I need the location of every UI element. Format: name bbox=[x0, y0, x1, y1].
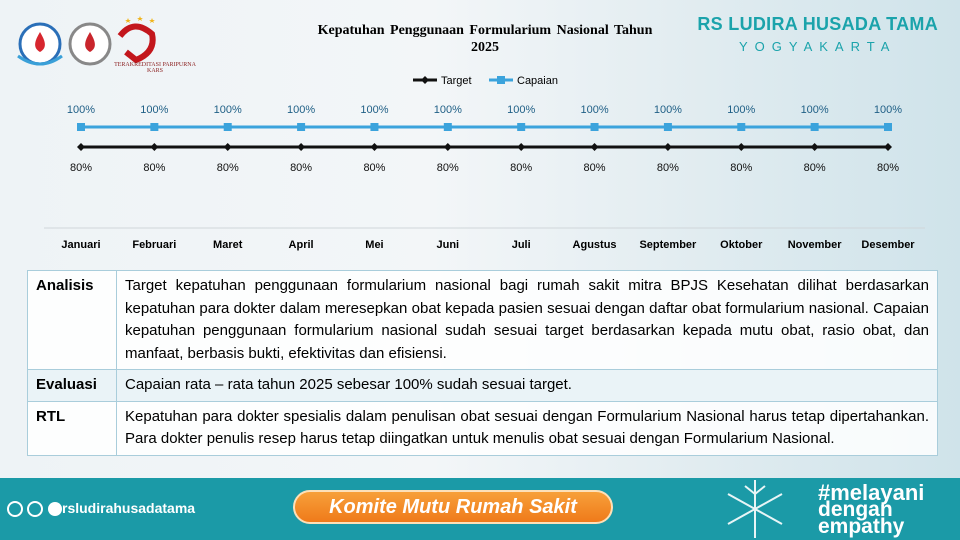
marker bbox=[297, 143, 306, 151]
marker bbox=[884, 143, 892, 151]
value-label: 100% bbox=[874, 104, 902, 116]
chart-title: Kepatuhan Penggunaan Formularium Nasiona… bbox=[317, 23, 653, 55]
marker bbox=[443, 123, 452, 131]
hashtag-line: dengan bbox=[818, 498, 893, 521]
value-label: 100% bbox=[434, 104, 462, 116]
legend-label: Target bbox=[441, 75, 472, 87]
footer-decor bbox=[7, 480, 783, 538]
value-label: 80% bbox=[70, 162, 92, 174]
legend-marker bbox=[421, 76, 429, 84]
marker bbox=[517, 143, 526, 151]
brand-city: YOGYAKARTA bbox=[738, 39, 897, 54]
marker bbox=[77, 123, 85, 131]
marker bbox=[517, 123, 526, 131]
value-label: 100% bbox=[67, 104, 95, 116]
hashtag-line: empathy bbox=[818, 515, 905, 538]
row-label: RTL bbox=[27, 400, 117, 456]
footer: rsludirahusadatama Komite Mutu Rumah Sak… bbox=[0, 478, 960, 540]
x-tick-label: April bbox=[289, 239, 314, 251]
value-label: 100% bbox=[140, 104, 168, 116]
marker bbox=[590, 143, 599, 151]
x-tick-label: Desember bbox=[861, 239, 915, 251]
value-label: 80% bbox=[437, 162, 459, 174]
marker bbox=[223, 143, 232, 151]
legend-label: Capaian bbox=[517, 75, 558, 87]
x-tick-label: Juni bbox=[437, 239, 460, 251]
accreditation-text: Terakreditasi Paripurna bbox=[114, 62, 196, 68]
marker bbox=[663, 123, 672, 131]
marker bbox=[663, 143, 672, 151]
x-tick-label: Agustus bbox=[573, 239, 617, 251]
marker bbox=[810, 123, 819, 131]
x-tick-label: Juli bbox=[512, 239, 531, 251]
row-text: Capaian rata – rata tahun 2025 sebesar 1… bbox=[116, 369, 938, 402]
value-label: 80% bbox=[363, 162, 385, 174]
logos bbox=[17, 16, 156, 66]
marker bbox=[150, 143, 159, 151]
row-label: Analisis bbox=[27, 270, 117, 370]
value-label: 100% bbox=[727, 104, 755, 116]
value-label: 80% bbox=[730, 162, 752, 174]
value-label: 80% bbox=[510, 162, 532, 174]
table-row: Evaluasi Capaian rata – rata tahun 2025 s… bbox=[27, 369, 938, 402]
value-label: 80% bbox=[290, 162, 312, 174]
marker bbox=[370, 143, 379, 151]
value-label: 100% bbox=[214, 104, 242, 116]
legend-marker bbox=[497, 76, 505, 84]
value-label: 100% bbox=[801, 104, 829, 116]
marker bbox=[884, 123, 892, 131]
accreditation-body: KARS bbox=[146, 68, 163, 74]
marker bbox=[77, 143, 85, 151]
table-row: RTL Kepatuhan para dokter spesialis dalam… bbox=[27, 400, 938, 456]
x-tick-label: Mei bbox=[365, 239, 383, 251]
hashtag-line: #melayani bbox=[818, 480, 925, 505]
value-label: 80% bbox=[143, 162, 165, 174]
value-label: 100% bbox=[360, 104, 388, 116]
brand-name: RS LUDIRA HUSADA TAMA bbox=[697, 14, 938, 34]
banner: Komite Mutu Rumah Sakit bbox=[293, 490, 613, 524]
x-tick-label: Januari bbox=[61, 239, 100, 251]
row-label: Evaluasi bbox=[27, 369, 117, 402]
marker bbox=[297, 123, 306, 131]
x-tick-label: Maret bbox=[213, 239, 243, 251]
marker bbox=[737, 143, 746, 151]
value-label: 100% bbox=[580, 104, 608, 116]
hashtag: #melayani dengan empathy bbox=[818, 480, 925, 538]
x-tick-label: Februari bbox=[132, 239, 176, 251]
value-label: 80% bbox=[584, 162, 606, 174]
marker bbox=[443, 143, 452, 151]
marker bbox=[223, 123, 232, 131]
marker bbox=[150, 123, 159, 131]
table-row: Analisis Target kepatuhan penggunaan form… bbox=[27, 270, 938, 370]
row-text: Kepatuhan para dokter spesialis dalam pe… bbox=[116, 400, 938, 456]
brand: RS LUDIRA HUSADA TAMA YOGYAKARTA bbox=[697, 14, 938, 54]
value-label: 100% bbox=[654, 104, 682, 116]
value-label: 80% bbox=[804, 162, 826, 174]
value-label: 100% bbox=[287, 104, 315, 116]
value-label: 80% bbox=[877, 162, 899, 174]
x-tick-label: September bbox=[639, 239, 697, 251]
value-label: 100% bbox=[507, 104, 535, 116]
analysis-table: Analisis Target kepatuhan penggunaan form… bbox=[27, 270, 938, 456]
marker bbox=[737, 123, 746, 131]
chart: Januari Februari Maret April Mei Juni Juli Agus… bbox=[17, 16, 925, 251]
x-tick-label: November bbox=[788, 239, 843, 251]
marker bbox=[590, 123, 599, 131]
x-tick-label: Oktober bbox=[720, 239, 763, 251]
marker bbox=[370, 123, 379, 131]
value-label: 80% bbox=[217, 162, 239, 174]
social-handle: rsludirahusadatama bbox=[62, 500, 196, 516]
value-label: 80% bbox=[657, 162, 679, 174]
row-text: Target kepatuhan penggunaan formularium … bbox=[116, 270, 938, 370]
marker bbox=[810, 143, 819, 151]
accreditation: Terakreditasi Paripurna KARS bbox=[110, 62, 200, 74]
